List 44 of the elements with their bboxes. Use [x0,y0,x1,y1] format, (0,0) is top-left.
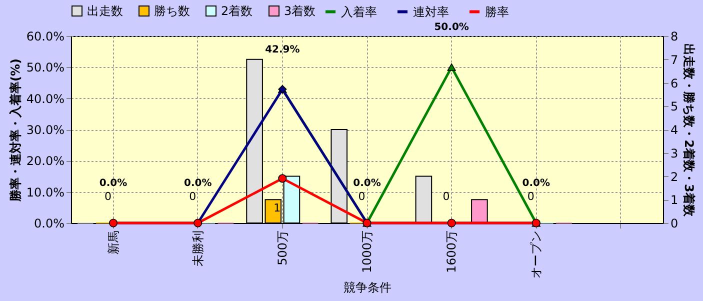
data-label: 0 [104,190,112,203]
y-tick-label: 20.0% [26,154,64,168]
legend-label: 入着率 [341,4,377,19]
legend-label: 連対率 [413,4,449,19]
legend-label: 勝率 [485,4,509,19]
data-label: 0 [189,190,196,203]
y2-tick-label: 5 [670,100,678,114]
legend-label: 勝ち数 [154,4,190,18]
y2-tick-label: 4 [670,123,678,137]
y2-axis-title: 出走数・勝ち数・2着数・3着数 [682,44,696,218]
y2-tick-label: 0 [670,216,678,230]
data-label: 0.0% [353,178,381,189]
data-label: 0.0% [522,178,550,189]
y2-tick-label: 2 [670,170,678,184]
data-label: 0.0% [99,178,128,189]
x-tick-label: 1000万 [360,230,374,274]
x-tick-label: オープン [529,230,544,278]
legend-label: 2着数 [221,4,253,18]
y2-tick-label: 6 [670,76,678,90]
y2-tick-label: 7 [670,52,678,67]
data-label: 1 [274,202,281,215]
x-axis-title: 競争条件 [344,280,392,294]
y2-tick-label: 1 [670,193,678,208]
y-tick-label: 60.0% [26,30,64,44]
y-tick-label: 0.0% [34,216,64,230]
y-tick-label: 50.0% [26,60,64,75]
legend-label: 3着数 [284,4,316,18]
x-tick-label: 未勝利 [190,230,205,266]
x-tick-label: 500万 [275,230,290,266]
y-tick-label: 40.0% [26,92,64,106]
y2-tick-label: 8 [670,30,678,44]
data-label: 0 [442,190,450,203]
legend-label: 出走数 [87,4,123,18]
y-tick-label: 10.0% [26,185,64,200]
y2-tick-label: 3 [670,146,678,160]
x-tick-label: 新馬 [106,230,120,254]
data-label: 50.0% [434,22,469,34]
data-label: 0 [358,190,366,203]
data-label: 0 [527,190,534,203]
y-axis-title: 勝率・連対率・入着率(%) [8,58,22,202]
data-label: 0.0% [184,178,212,189]
x-tick-label: 1600万 [444,230,459,274]
data-label: 42.9% [265,44,300,56]
y-tick-label: 30.0% [26,123,64,137]
